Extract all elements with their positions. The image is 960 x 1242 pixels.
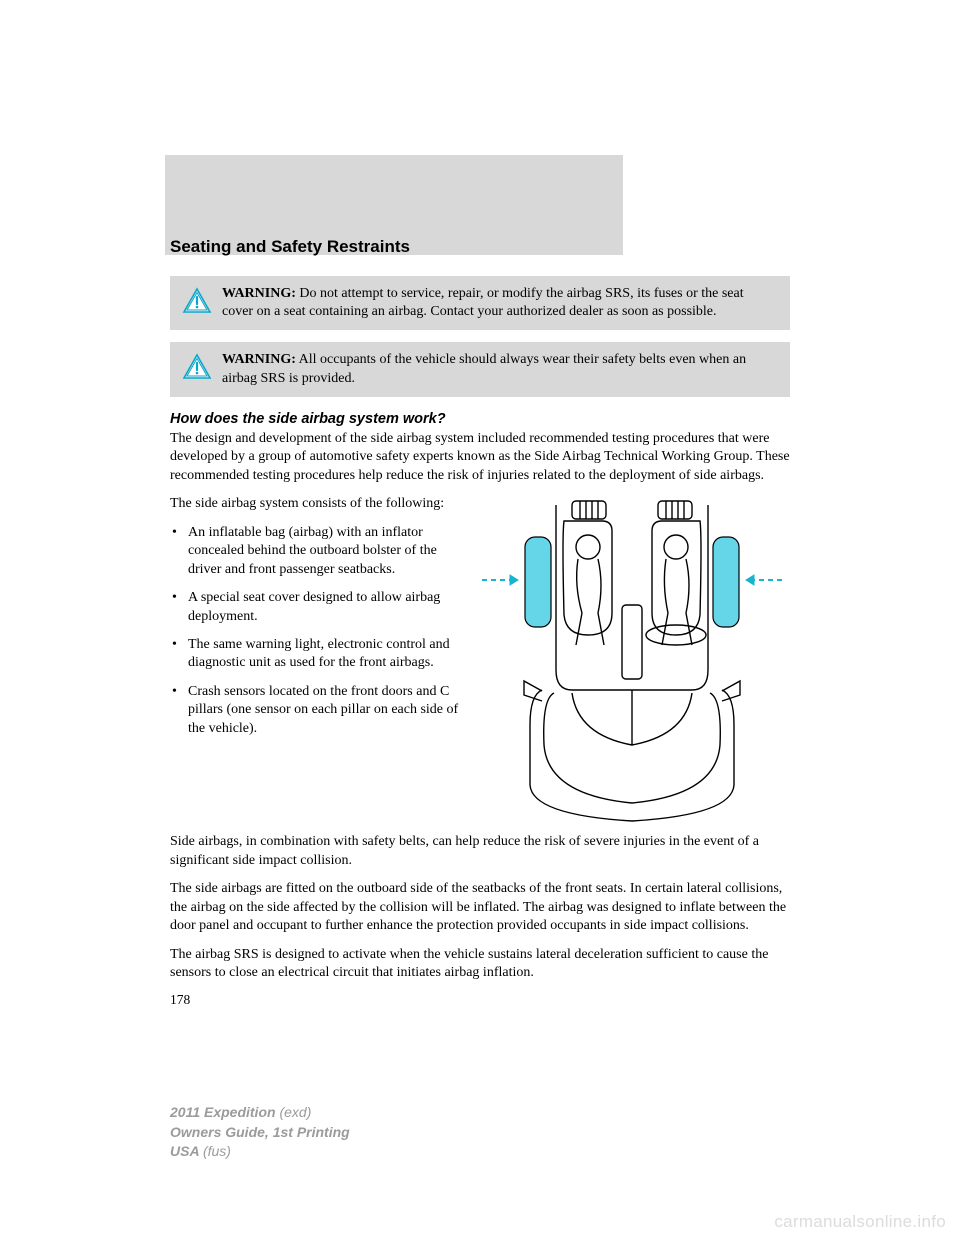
- warning-body: Do not attempt to service, repair, or mo…: [222, 286, 744, 319]
- warning-body: All occupants of the vehicle should alwa…: [222, 352, 746, 385]
- intro-paragraph: The design and development of the side a…: [170, 430, 790, 485]
- footer-code: (exd): [279, 1104, 311, 1120]
- footer-region: USA: [170, 1143, 203, 1159]
- right-column: [474, 495, 790, 825]
- footer-model: 2011 Expedition: [170, 1104, 279, 1120]
- paragraph: The side airbags are fitted on the outbo…: [170, 880, 790, 935]
- left-column: The side airbag system consists of the f…: [170, 495, 460, 825]
- footer-line-2: Owners Guide, 1st Printing: [170, 1123, 350, 1143]
- subheading: How does the side airbag system work?: [170, 411, 790, 427]
- two-column-section: The side airbag system consists of the f…: [170, 495, 790, 825]
- footer-region-code: (fus): [203, 1143, 231, 1159]
- paragraph: The airbag SRS is designed to activate w…: [170, 946, 790, 983]
- list-item: An inflatable bag (airbag) with an infla…: [170, 524, 460, 579]
- page-number: 178: [170, 992, 790, 1008]
- warning-text: WARNING: Do not attempt to service, repa…: [222, 285, 778, 321]
- warning-box: WARNING: All occupants of the vehicle sh…: [170, 342, 790, 396]
- warning-text: WARNING: All occupants of the vehicle sh…: [222, 351, 778, 387]
- warning-label: WARNING:: [222, 352, 296, 367]
- list-intro: The side airbag system consists of the f…: [170, 495, 460, 513]
- watermark: carmanualsonline.info: [774, 1212, 946, 1232]
- list-item: The same warning light, electronic contr…: [170, 636, 460, 673]
- section-title: Seating and Safety Restraints: [170, 237, 410, 257]
- list-item: A special seat cover designed to allow a…: [170, 589, 460, 626]
- warning-triangle-icon: [182, 353, 212, 381]
- paragraph: Side airbags, in combination with safety…: [170, 833, 790, 870]
- footer-line-1: 2011 Expedition (exd): [170, 1103, 350, 1123]
- warning-triangle-icon: [182, 287, 212, 315]
- list-item: Crash sensors located on the front doors…: [170, 683, 460, 738]
- footer-line-3: USA (fus): [170, 1142, 350, 1162]
- content-area: WARNING: Do not attempt to service, repa…: [170, 276, 790, 1008]
- warning-label: WARNING:: [222, 286, 296, 301]
- bullet-list: An inflatable bag (airbag) with an infla…: [170, 524, 460, 739]
- side-airbag-diagram: [482, 495, 782, 825]
- warning-box: WARNING: Do not attempt to service, repa…: [170, 276, 790, 330]
- footer: 2011 Expedition (exd) Owners Guide, 1st …: [170, 1103, 350, 1162]
